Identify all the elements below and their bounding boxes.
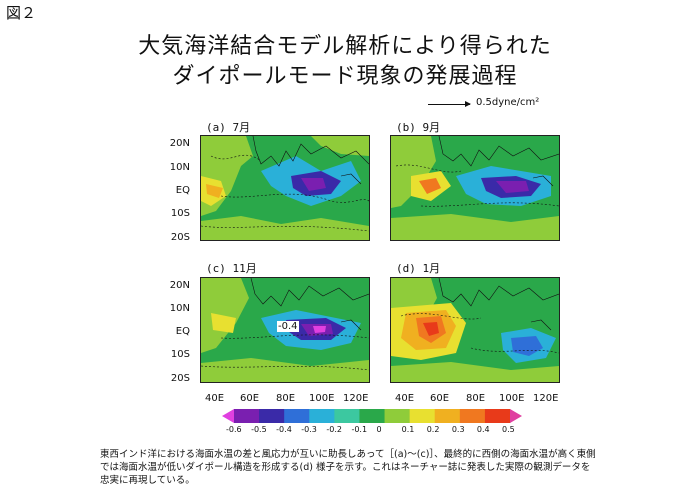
colorbar-tick-label: 0.5 bbox=[502, 425, 515, 434]
colorbar-segment bbox=[384, 409, 411, 423]
xtick-100e-left: 100E bbox=[309, 393, 335, 404]
xtick-40e-right: 40E bbox=[395, 393, 415, 404]
caption-line-3: 忠実に再現している。 bbox=[100, 475, 195, 486]
panel-a-map bbox=[200, 135, 370, 241]
xtick-40e-left: 40E bbox=[205, 393, 225, 404]
colorbar bbox=[222, 409, 522, 423]
vector-key-label: 0.5dyne/cm² bbox=[476, 97, 540, 108]
colorbar-tick-label: 0.2 bbox=[426, 425, 440, 434]
caption-line-1: 東西インド洋における海面水温の差と風応力が互いに助長しあって［(a)～(c)］、… bbox=[100, 449, 596, 460]
ytick-10n-bottom: 10N bbox=[169, 303, 190, 314]
colorbar-segment bbox=[409, 409, 436, 423]
panel-d-label: (d) 1月 bbox=[396, 262, 441, 275]
ytick-20n-top: 20N bbox=[169, 138, 190, 149]
figure-label: 図２ bbox=[6, 4, 37, 22]
colorbar-segment bbox=[484, 409, 511, 423]
panel-b-map bbox=[390, 135, 560, 241]
colorbar-tick-label: -0.4 bbox=[276, 425, 292, 434]
colorbar-segment bbox=[234, 409, 260, 423]
colorbar-segment bbox=[259, 409, 285, 423]
ytick-eq-bottom: EQ bbox=[175, 326, 190, 337]
ytick-20s-top: 20S bbox=[170, 232, 190, 243]
title-line-1: 大気海洋結合モデル解析により得られた bbox=[138, 34, 552, 59]
xtick-60e-right: 60E bbox=[430, 393, 450, 404]
vector-key: 0.5dyne/cm² bbox=[428, 97, 598, 113]
title-line-2: ダイポールモード現象の発展過程 bbox=[172, 64, 518, 89]
colorbar-segment bbox=[309, 409, 335, 423]
colorbar-right-arrow bbox=[510, 409, 522, 423]
colorbar-tick-label: -0.1 bbox=[351, 425, 368, 434]
caption: 東西インド洋における海面水温の差と風応力が互いに助長しあって［(a)～(c)］、… bbox=[100, 448, 690, 487]
colorbar-segment bbox=[459, 409, 486, 423]
panel-a-label: (a) 7月 bbox=[206, 121, 251, 134]
xtick-120e-right: 120E bbox=[533, 393, 559, 404]
xtick-60e-left: 60E bbox=[240, 393, 260, 404]
ytick-eq-top: EQ bbox=[175, 185, 190, 196]
panel-c-label: (c) 11月 bbox=[206, 262, 257, 275]
colorbar-tick-label: -0.2 bbox=[326, 425, 342, 434]
ytick-10n-top: 10N bbox=[169, 162, 190, 173]
xtick-120e-left: 120E bbox=[343, 393, 369, 404]
ytick-20n-bottom: 20N bbox=[169, 280, 190, 291]
colorbar-tick-label: 0.1 bbox=[401, 425, 415, 434]
colorbar-segment bbox=[434, 409, 461, 423]
colorbar-tick-label: 0.4 bbox=[476, 425, 490, 434]
panel-d-map bbox=[390, 277, 560, 383]
xtick-80e-left: 80E bbox=[276, 393, 296, 404]
xtick-100e-right: 100E bbox=[499, 393, 525, 404]
vector-key-arrow-icon bbox=[428, 101, 471, 107]
ytick-10s-top: 10S bbox=[170, 208, 190, 219]
colorbar-tick-label: 0 bbox=[376, 425, 382, 434]
panel-b-label: (b) 9月 bbox=[396, 121, 441, 134]
colorbar-tick-label: -0.3 bbox=[301, 425, 317, 434]
caption-line-2: では海面水温が低いダイポール構造を形成する(d) 様子を示す。これはネーチャー誌… bbox=[100, 462, 591, 473]
colorbar-segment bbox=[284, 409, 310, 423]
colorbar-tick-label: -0.5 bbox=[251, 425, 267, 434]
colorbar-segment bbox=[334, 409, 360, 423]
ytick-10s-bottom: 10S bbox=[170, 349, 190, 360]
colorbar-left-arrow bbox=[222, 409, 234, 423]
colorbar-tick-label: 0.3 bbox=[451, 425, 465, 434]
panel-c-map: -0.4 bbox=[200, 277, 370, 383]
panel-c-contour-label: -0.4 bbox=[277, 321, 299, 332]
colorbar-segment bbox=[359, 409, 386, 423]
ytick-20s-bottom: 20S bbox=[170, 373, 190, 384]
xtick-80e-right: 80E bbox=[466, 393, 486, 404]
colorbar-tick-label: -0.6 bbox=[226, 425, 242, 434]
